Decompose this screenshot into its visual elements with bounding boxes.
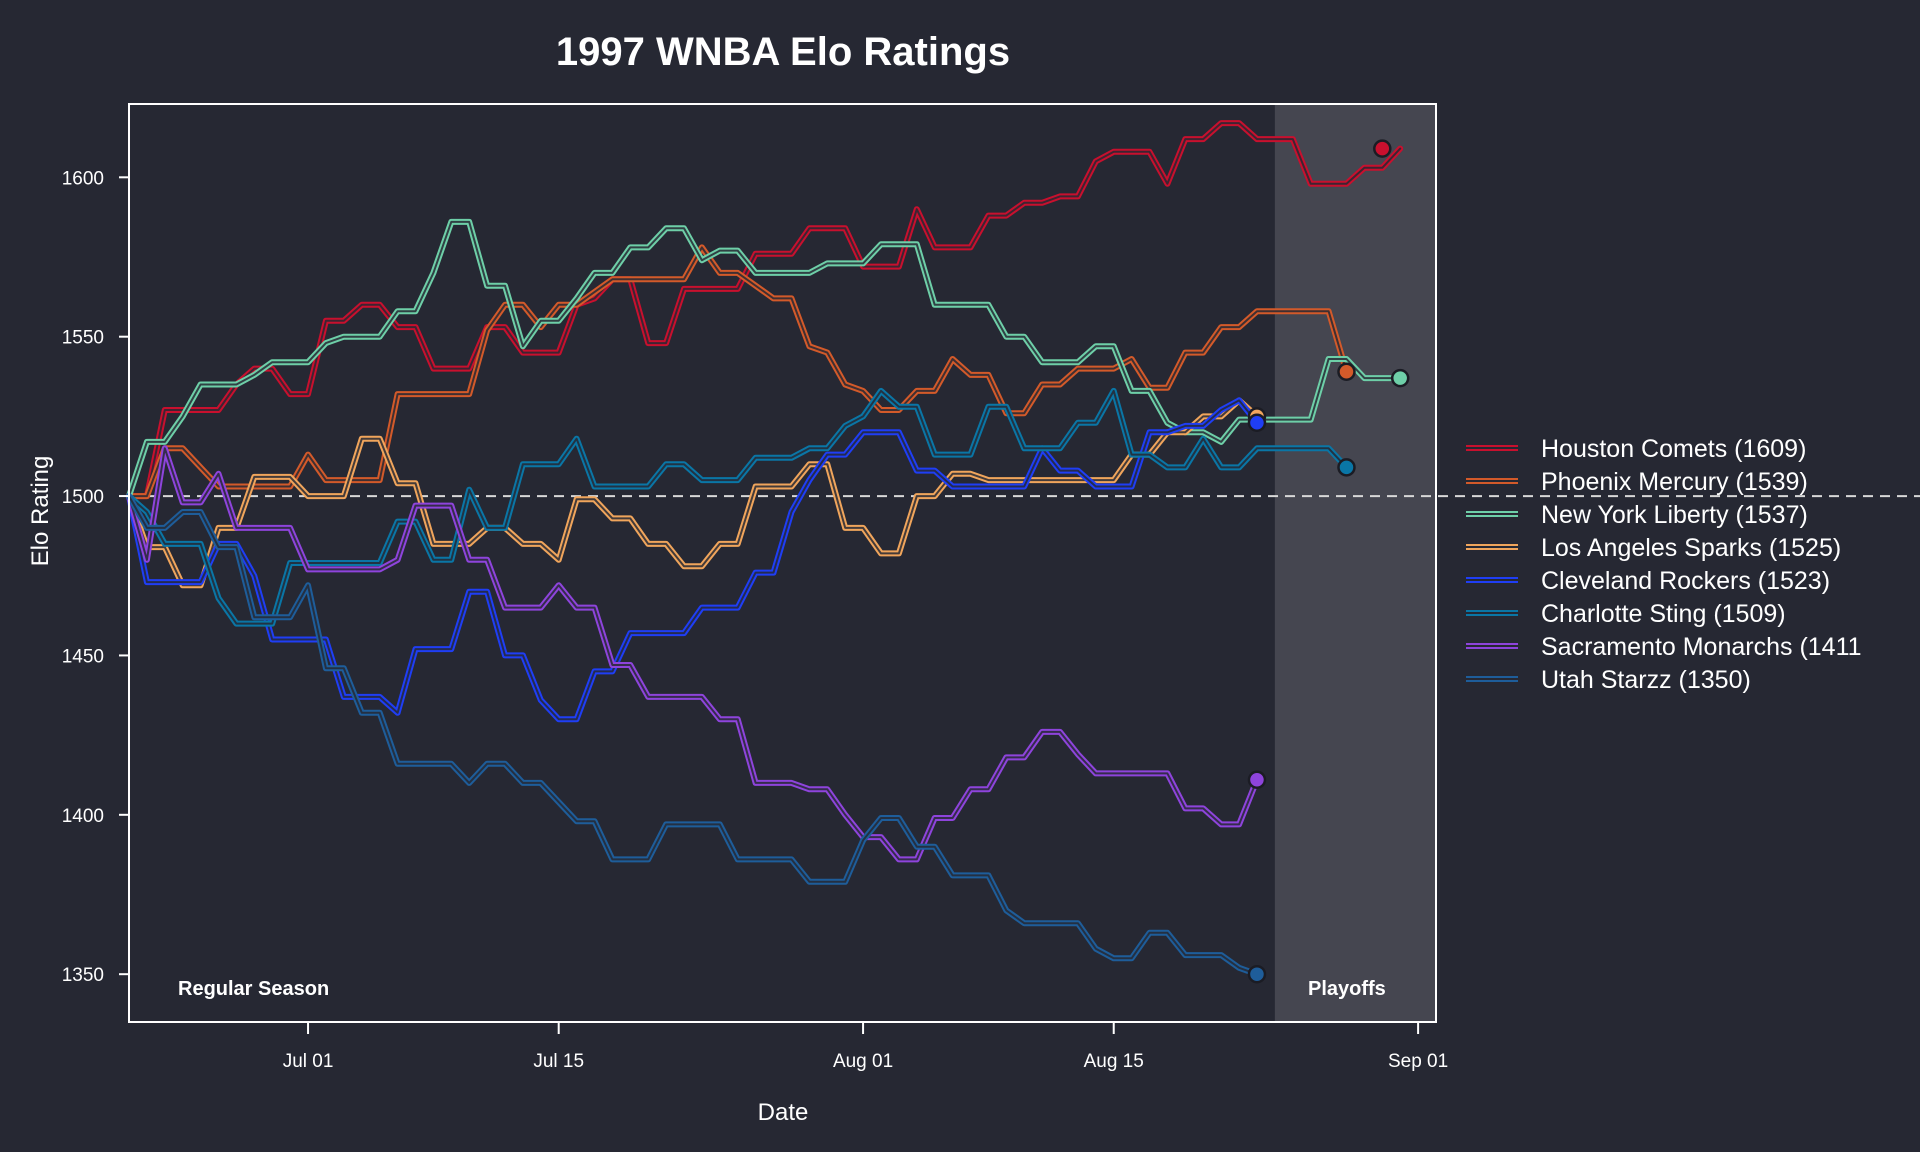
- legend-item-2: New York Liberty (1537): [1541, 501, 1808, 529]
- y-tick-label: 1450: [62, 646, 104, 667]
- legend-item-0: Houston Comets (1609): [1541, 435, 1806, 463]
- series-line-core-7: [128, 495, 1258, 976]
- x-tick-label: Sep 01: [1388, 1051, 1448, 1072]
- legend-item-1: Phoenix Mercury (1539): [1541, 468, 1808, 496]
- x-tick-label: Aug 01: [833, 1051, 893, 1072]
- y-tick-label: 1550: [62, 328, 104, 349]
- y-axis-label: Elo Rating: [27, 456, 54, 567]
- series-line-core-0: [128, 122, 1402, 498]
- series-end-marker-1: [1337, 362, 1356, 381]
- series-line-core-5: [128, 389, 1348, 625]
- series-line-core-1: [128, 246, 1348, 498]
- legend-item-6: Sacramento Monarchs (1411: [1541, 633, 1862, 661]
- y-tick-label: 1400: [62, 806, 104, 827]
- series-line-core-6: [128, 447, 1258, 861]
- legend-item-4: Cleveland Rockers (1523): [1541, 567, 1830, 595]
- playoffs-label: Playoffs: [1308, 978, 1386, 1000]
- plot-frame: [128, 103, 1437, 1023]
- plot-area: 1350 1400 1450 1500 1550 1600 Jul 01 Jul 15 Aug …: [62, 103, 1920, 1072]
- series-end-marker-5: [1337, 458, 1356, 477]
- regular-season-label: Regular Season: [178, 978, 329, 1000]
- y-tick-label: 1350: [62, 965, 104, 986]
- x-tick-label: Jul 01: [283, 1051, 334, 1072]
- series-line-core-2: [128, 220, 1402, 498]
- series-line-core-3: [128, 399, 1258, 587]
- legend-item-7: Utah Starzz (1350): [1541, 666, 1751, 694]
- playoffs-region: [1274, 104, 1436, 1022]
- series-end-marker-6: [1247, 770, 1267, 789]
- legend: Houston Comets (1609) Phoenix Mercury (15…: [1466, 435, 1862, 694]
- series-end-marker-7: [1247, 964, 1267, 984]
- y-tick-label: 1600: [62, 168, 104, 189]
- x-axis-label: Date: [758, 1099, 809, 1126]
- series-group: [126, 120, 1410, 984]
- chart-title: 1997 WNBA Elo Ratings: [556, 30, 1010, 74]
- legend-item-3: Los Angeles Sparks (1525): [1541, 534, 1841, 562]
- x-tick-label: Aug 15: [1084, 1051, 1144, 1072]
- y-tick-label: 1500: [62, 487, 104, 508]
- legend-item-5: Charlotte Sting (1509): [1541, 600, 1786, 628]
- series-end-marker-4: [1247, 413, 1267, 432]
- series-end-marker-0: [1373, 139, 1392, 158]
- series-end-marker-2: [1390, 368, 1410, 388]
- x-tick-label: Jul 15: [533, 1051, 584, 1072]
